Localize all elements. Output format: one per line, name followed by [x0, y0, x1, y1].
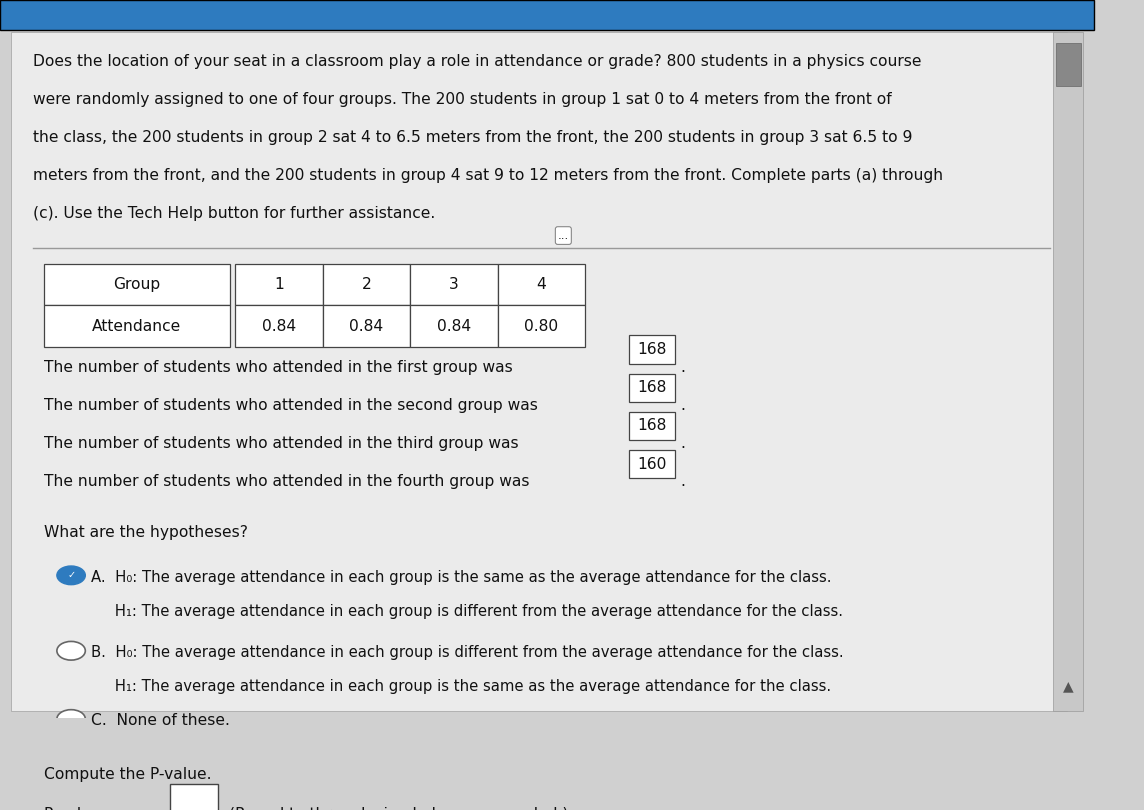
FancyBboxPatch shape [411, 263, 498, 305]
Text: Group: Group [113, 277, 160, 292]
Text: B.  H₀: The average attendance in each group is different from the average atten: B. H₀: The average attendance in each gr… [90, 645, 843, 660]
FancyBboxPatch shape [411, 305, 498, 347]
Text: 2: 2 [362, 277, 372, 292]
FancyBboxPatch shape [236, 263, 323, 305]
FancyBboxPatch shape [236, 305, 323, 347]
FancyBboxPatch shape [498, 263, 586, 305]
Text: 168: 168 [637, 419, 667, 433]
Text: 0.84: 0.84 [349, 318, 383, 334]
Text: Does the location of your seat in a classroom play a role in attendance or grade: Does the location of your seat in a clas… [33, 54, 921, 69]
FancyBboxPatch shape [629, 335, 675, 364]
Text: the class, the 200 students in group 2 sat 4 to 6.5 meters from the front, the 2: the class, the 200 students in group 2 s… [33, 130, 912, 145]
FancyBboxPatch shape [169, 784, 217, 810]
FancyBboxPatch shape [1054, 32, 1083, 711]
Text: What are the hypotheses?: What are the hypotheses? [43, 525, 248, 540]
Text: .: . [681, 398, 685, 413]
Text: 160: 160 [637, 457, 667, 471]
Text: (c). Use the Tech Help button for further assistance.: (c). Use the Tech Help button for furthe… [33, 207, 435, 221]
Text: Compute the P-value.: Compute the P-value. [43, 767, 212, 782]
FancyBboxPatch shape [629, 373, 675, 403]
Text: .: . [681, 436, 685, 451]
Text: ...: ... [558, 229, 569, 242]
Text: (Round to three decimal places as needed.): (Round to three decimal places as needed… [229, 807, 567, 810]
Text: H₁: The average attendance in each group is the same as the average attendance f: H₁: The average attendance in each group… [90, 680, 831, 694]
Text: The number of students who attended in the second group was: The number of students who attended in t… [43, 398, 538, 413]
Text: 1: 1 [275, 277, 284, 292]
Circle shape [57, 710, 86, 728]
FancyBboxPatch shape [498, 305, 586, 347]
Text: .: . [681, 360, 685, 375]
Text: 0.84: 0.84 [437, 318, 471, 334]
Text: A.  H₀: The average attendance in each group is the same as the average attendan: A. H₀: The average attendance in each gr… [90, 569, 832, 585]
FancyBboxPatch shape [323, 305, 411, 347]
FancyBboxPatch shape [629, 450, 675, 479]
Text: The number of students who attended in the third group was: The number of students who attended in t… [43, 436, 518, 451]
Text: meters from the front, and the 200 students in group 4 sat 9 to 12 meters from t: meters from the front, and the 200 stude… [33, 168, 943, 183]
Text: 168: 168 [637, 343, 667, 357]
FancyBboxPatch shape [629, 411, 675, 441]
Circle shape [57, 642, 86, 660]
Text: were randomly assigned to one of four groups. The 200 students in group 1 sat 0 : were randomly assigned to one of four gr… [33, 92, 891, 107]
Text: 168: 168 [637, 381, 667, 395]
Text: ✓: ✓ [67, 570, 76, 580]
FancyBboxPatch shape [43, 263, 230, 305]
FancyBboxPatch shape [0, 0, 1094, 30]
Text: The number of students who attended in the first group was: The number of students who attended in t… [43, 360, 513, 375]
FancyBboxPatch shape [11, 32, 1066, 711]
Text: The number of students who attended in the fourth group was: The number of students who attended in t… [43, 474, 530, 489]
Circle shape [57, 566, 86, 585]
FancyBboxPatch shape [323, 263, 411, 305]
Text: .: . [681, 474, 685, 489]
Text: ▲: ▲ [1064, 679, 1074, 693]
Text: 4: 4 [537, 277, 547, 292]
FancyBboxPatch shape [43, 305, 230, 347]
Text: Attendance: Attendance [93, 318, 182, 334]
Text: C.  None of these.: C. None of these. [90, 714, 230, 728]
FancyBboxPatch shape [1056, 43, 1081, 86]
Text: 3: 3 [450, 277, 459, 292]
Text: P-value =: P-value = [43, 807, 124, 810]
Text: H₁: The average attendance in each group is different from the average attendanc: H₁: The average attendance in each group… [90, 604, 843, 619]
Text: 0.84: 0.84 [262, 318, 296, 334]
Text: 0.80: 0.80 [524, 318, 558, 334]
